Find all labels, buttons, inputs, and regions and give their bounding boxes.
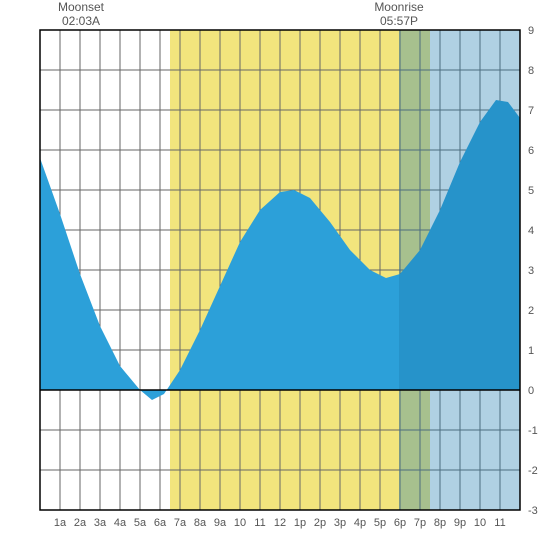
svg-text:3: 3 [528, 265, 534, 277]
svg-text:10: 10 [234, 517, 246, 529]
svg-text:4p: 4p [354, 517, 366, 529]
svg-text:11: 11 [254, 517, 265, 529]
svg-text:8: 8 [528, 65, 534, 77]
svg-text:6p: 6p [394, 517, 406, 529]
tide-chart: 1a2a3a4a5a6a7a8a9a1011121p2p3p4p5p6p7p8p… [0, 0, 550, 550]
svg-text:10: 10 [474, 517, 486, 529]
moonrise-title: Moonrise [369, 0, 429, 14]
svg-text:2a: 2a [74, 517, 87, 529]
moonset-time: 02:03A [51, 14, 111, 28]
svg-text:7a: 7a [174, 517, 187, 529]
svg-text:9a: 9a [214, 517, 227, 529]
svg-text:5a: 5a [134, 517, 147, 529]
svg-text:-2: -2 [528, 465, 538, 477]
svg-text:3a: 3a [94, 517, 107, 529]
svg-text:1a: 1a [54, 517, 67, 529]
moonrise-time: 05:57P [369, 14, 429, 28]
moonset-label: Moonset 02:03A [51, 0, 111, 29]
moonrise-label: Moonrise 05:57P [369, 0, 429, 29]
svg-text:6a: 6a [154, 517, 167, 529]
svg-text:8p: 8p [434, 517, 446, 529]
svg-text:-3: -3 [528, 505, 538, 517]
svg-text:1: 1 [528, 345, 534, 357]
svg-text:5: 5 [528, 185, 534, 197]
svg-text:-1: -1 [528, 425, 538, 437]
svg-text:6: 6 [528, 145, 534, 157]
svg-text:2: 2 [528, 305, 534, 317]
svg-text:4: 4 [528, 225, 534, 237]
svg-text:9: 9 [528, 25, 534, 37]
svg-text:1p: 1p [294, 517, 306, 529]
svg-text:7p: 7p [414, 517, 426, 529]
svg-text:0: 0 [528, 385, 534, 397]
chart-svg: 1a2a3a4a5a6a7a8a9a1011121p2p3p4p5p6p7p8p… [0, 0, 550, 550]
svg-text:4a: 4a [114, 517, 127, 529]
svg-text:11: 11 [494, 517, 505, 529]
svg-text:3p: 3p [334, 517, 346, 529]
svg-text:9p: 9p [454, 517, 466, 529]
moonset-title: Moonset [51, 0, 111, 14]
svg-text:7: 7 [528, 105, 534, 117]
svg-text:12: 12 [274, 517, 286, 529]
svg-text:2p: 2p [314, 517, 326, 529]
svg-text:5p: 5p [374, 517, 386, 529]
svg-text:8a: 8a [194, 517, 207, 529]
